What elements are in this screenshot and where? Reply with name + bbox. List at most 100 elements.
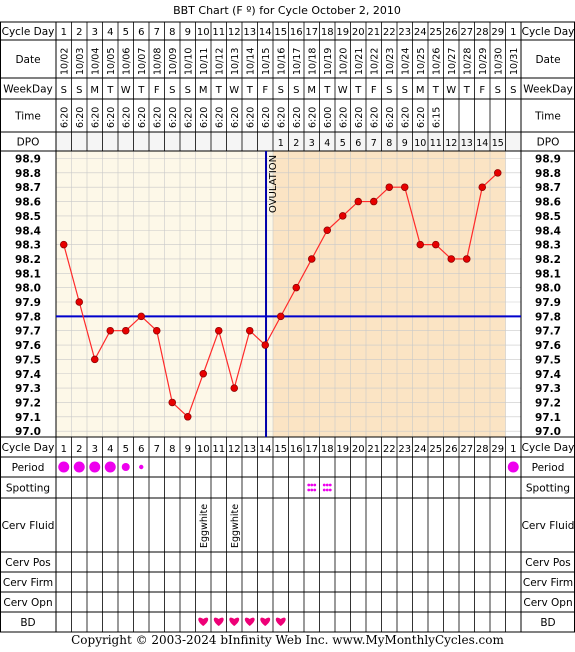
dpo-label: 2 [293, 138, 299, 149]
temperature-point [59, 240, 68, 249]
date-label: 10/10 [183, 48, 194, 75]
spotting-dot [307, 483, 311, 487]
bd-heart-icon [198, 617, 209, 626]
cycle-day-label: 10 [197, 27, 210, 38]
weekday-label: M [307, 85, 316, 96]
y-tick-label-left: 97.5 [15, 354, 41, 366]
time-label: 6:20 [152, 107, 163, 128]
temperature-point [354, 197, 363, 206]
y-tick-label-left: 98.4 [15, 225, 41, 237]
time-label: 6:20 [59, 107, 70, 128]
time-label: 6:20 [90, 107, 101, 128]
cycle-day-label: 19 [336, 444, 349, 455]
bd-heart-icon [229, 617, 240, 626]
row-label-left: Period [12, 462, 45, 474]
temperature-point [121, 326, 130, 335]
temperature-point [447, 255, 456, 263]
row-label-left: Cerv Fluid [2, 520, 55, 532]
time-label: 6:20 [199, 107, 210, 128]
weekday-label: T [215, 85, 223, 96]
weekday-label: T [246, 85, 254, 96]
date-label: 10/06 [121, 48, 132, 75]
weekday-label: T [463, 85, 471, 96]
weekday-label: T [137, 85, 145, 96]
weekday-label: M [199, 85, 208, 96]
cycle-day-label: 5 [123, 27, 129, 38]
cycle-day-label: 10 [197, 444, 210, 455]
ovulation-label: OVULATION [268, 155, 279, 213]
time-label: 6:20 [183, 107, 194, 128]
cycle-day-label: 17 [305, 444, 318, 455]
period-marker [507, 461, 519, 473]
cycle-day-label: 14 [259, 27, 272, 38]
period-marker [104, 461, 116, 473]
time-label: 6:20 [75, 107, 86, 128]
bd-heart-icon [275, 617, 286, 626]
cycle-day-label: 26 [445, 27, 458, 38]
cycle-day-label: 12 [228, 444, 241, 455]
cycle-day-label: 17 [305, 27, 318, 38]
row-label-right: Cerv Fluid [522, 520, 575, 532]
date-label: 10/02 [59, 48, 70, 75]
row-label-right: Time [534, 111, 561, 123]
weekday-label: F [479, 85, 485, 96]
weekday-label: M [416, 85, 425, 96]
cycle-day-label: 23 [398, 444, 411, 455]
y-tick-label-right: 98.9 [535, 154, 561, 166]
temperature-point [75, 298, 83, 306]
date-label: 10/28 [462, 48, 473, 75]
spotting-dot [310, 483, 314, 487]
cycle-day-label: 29 [491, 444, 504, 455]
row-label-left: Cycle Day [2, 26, 55, 38]
weekday-label: S [278, 85, 284, 96]
date-label: 10/30 [493, 48, 504, 75]
temperature-point [401, 183, 409, 191]
cycle-day-label: 28 [476, 27, 489, 38]
y-tick-label-right: 98.0 [535, 283, 561, 295]
dpo-label: 13 [461, 138, 473, 149]
y-tick-label-left: 97.8 [15, 311, 41, 323]
cycle-day-label: 3 [92, 444, 98, 455]
date-label: 10/22 [369, 48, 380, 75]
cycle-day-label: 1 [61, 27, 67, 38]
y-tick-label-left: 97.4 [15, 369, 41, 381]
cycle-day-label: 19 [336, 27, 349, 38]
dpo-label: 5 [340, 138, 346, 149]
date-label: 10/31 [509, 48, 520, 75]
cycle-day-label: 2 [76, 444, 82, 455]
cycle-day-label: 24 [414, 27, 427, 38]
date-label: 10/25 [416, 48, 427, 75]
row-label-left: BD [20, 617, 35, 629]
period-marker [73, 461, 85, 473]
last-col-bg [505, 151, 521, 437]
row-label-right: Cerv Firm [523, 577, 573, 589]
y-tick-label-right: 98.6 [535, 197, 561, 209]
weekday-label: S [169, 85, 175, 96]
time-label: 6:20 [261, 107, 272, 128]
cycle-day-label: 2 [76, 27, 82, 38]
spotting-dot [328, 483, 332, 487]
y-tick-label-left: 97.1 [15, 412, 41, 424]
date-label: 10/16 [276, 48, 287, 75]
bd-heart-icon [213, 617, 224, 626]
date-label: 10/08 [152, 48, 163, 75]
dpo-label: 9 [402, 138, 408, 149]
y-tick-label-right: 97.7 [535, 326, 561, 338]
row-label-right: Date [535, 54, 560, 66]
weekday-label: T [354, 85, 362, 96]
cycle-day-label: 26 [445, 444, 458, 455]
y-tick-label-right: 98.5 [535, 211, 561, 223]
temperature-point [385, 183, 394, 191]
cycle-day-label: 20 [352, 27, 365, 38]
cycle-day-label: 21 [367, 444, 380, 455]
temperature-point [215, 326, 223, 335]
y-tick-label-right: 98.1 [535, 268, 561, 280]
bd-heart-icon [260, 617, 271, 626]
weekday-label: F [154, 85, 160, 96]
y-tick-label-right: 97.8 [535, 311, 561, 323]
cycle-day-label: 8 [169, 27, 175, 38]
date-label: 10/07 [137, 48, 148, 75]
time-label: 6:20 [385, 107, 396, 128]
cycle-day-label: 22 [383, 444, 396, 455]
